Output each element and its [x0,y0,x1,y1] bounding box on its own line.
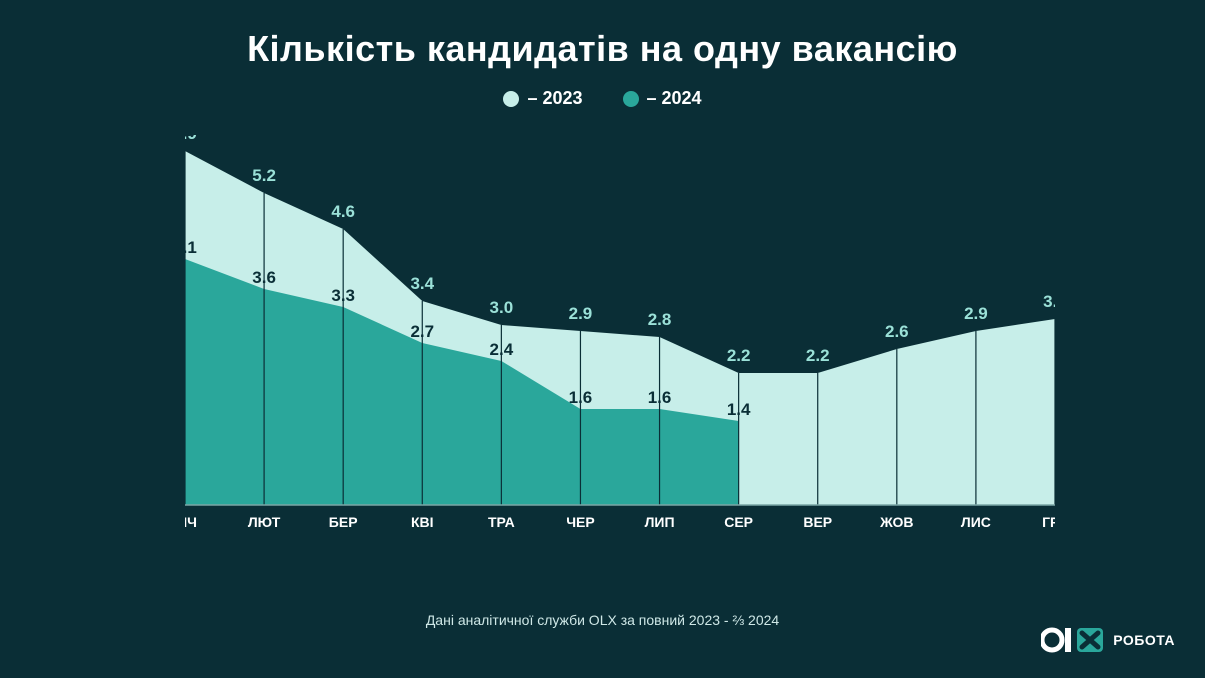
value-label-2023: 2.9 [569,304,593,323]
value-label-2023: 2.2 [806,346,830,365]
legend-item-2023: – 2023 [503,88,582,109]
x-axis-label: ЛЮТ [248,514,281,530]
olx-logo-icon [1041,624,1103,656]
x-axis-label: ЛИС [961,514,991,530]
legend-label-2024: – 2024 [647,88,702,109]
x-axis-label: БЕР [329,514,358,530]
value-label-2023: 3.0 [490,298,514,317]
value-label-2024: 1.6 [569,388,593,407]
value-label-2023: 3.4 [410,274,434,293]
chart-container: 5.9 5.2 4.6 3.4 3.0 2.9 2.8 2.2 2.2 2.6 2.9 3.1 4.1 3… [185,135,1055,565]
value-label-2023: 5.9 [185,135,197,143]
value-label-2023: 2.9 [964,304,988,323]
value-label-2023: 2.2 [727,346,751,365]
x-axis-label: КВІ [411,514,434,530]
value-label-2023: 4.6 [331,202,355,221]
legend: – 2023 – 2024 [0,88,1205,109]
value-label-2024: 3.3 [331,286,355,305]
chart-title: Кількість кандидатів на одну вакансію [0,0,1205,70]
value-label-2024: 2.4 [490,340,514,359]
value-label-2024: 2.7 [410,322,434,341]
x-axis-label: ЧЕР [566,514,595,530]
value-label-2024: 4.1 [185,238,197,257]
value-label-2023: 2.6 [885,322,909,341]
value-label-2024: 1.4 [727,400,751,419]
x-axis-label: ВЕР [803,514,832,530]
legend-dot-2023 [503,91,519,107]
legend-item-2024: – 2024 [623,88,702,109]
x-axis-label: СІЧ [185,514,197,530]
x-axis-label: ЛИП [645,514,675,530]
x-axis-label: СЕР [724,514,753,530]
value-label-2024: 3.6 [252,268,276,287]
legend-label-2023: – 2023 [527,88,582,109]
brand: РОБОТА [1041,624,1175,656]
x-axis-label: ЖОВ [879,514,913,530]
area-chart: 5.9 5.2 4.6 3.4 3.0 2.9 2.8 2.2 2.2 2.6 2.9 3.1 4.1 3… [185,135,1055,565]
x-axis-label: ГРУ [1042,514,1055,530]
value-label-2023: 5.2 [252,166,276,185]
value-label-2023: 3.1 [1043,292,1055,311]
footer-source: Дані аналітичної служби OLX за повний 20… [0,612,1205,628]
x-axis-label: ТРА [488,514,515,530]
legend-dot-2024 [623,91,639,107]
value-label-2023: 2.8 [648,310,672,329]
brand-label: РОБОТА [1113,632,1175,648]
value-label-2024: 1.6 [648,388,672,407]
